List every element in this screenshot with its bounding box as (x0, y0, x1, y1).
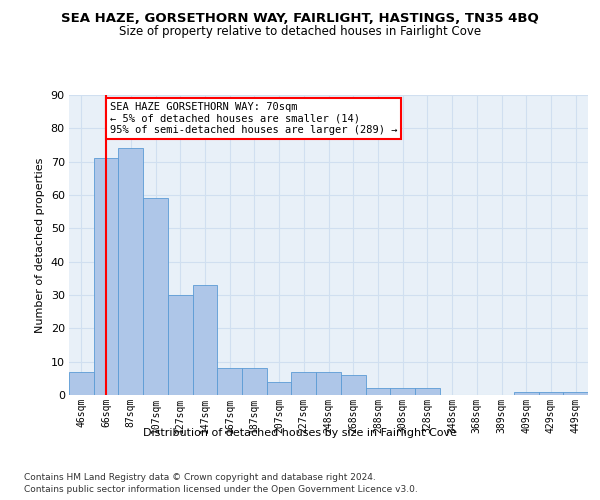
Text: Size of property relative to detached houses in Fairlight Cove: Size of property relative to detached ho… (119, 25, 481, 38)
Bar (539, 392, 563, 395)
Bar (365, 388, 390, 395)
Bar (514, 392, 539, 395)
Text: Contains public sector information licensed under the Open Government Licence v3: Contains public sector information licen… (24, 485, 418, 494)
Bar (415, 388, 440, 395)
Bar (390, 388, 415, 395)
Bar (69, 372, 94, 395)
Bar (193, 285, 217, 395)
Bar (563, 392, 588, 395)
Bar (316, 372, 341, 395)
Text: Contains HM Land Registry data © Crown copyright and database right 2024.: Contains HM Land Registry data © Crown c… (24, 472, 376, 482)
Bar (292, 372, 316, 395)
Bar (143, 198, 168, 395)
Bar (168, 295, 193, 395)
Text: SEA HAZE GORSETHORN WAY: 70sqm
← 5% of detached houses are smaller (14)
95% of s: SEA HAZE GORSETHORN WAY: 70sqm ← 5% of d… (110, 102, 397, 135)
Y-axis label: Number of detached properties: Number of detached properties (35, 158, 45, 332)
Text: Distribution of detached houses by size in Fairlight Cove: Distribution of detached houses by size … (143, 428, 457, 438)
Bar (242, 368, 267, 395)
Bar (267, 382, 292, 395)
Text: SEA HAZE, GORSETHORN WAY, FAIRLIGHT, HASTINGS, TN35 4BQ: SEA HAZE, GORSETHORN WAY, FAIRLIGHT, HAS… (61, 12, 539, 26)
Bar (217, 368, 242, 395)
Bar (94, 158, 118, 395)
Bar (118, 148, 143, 395)
Bar (341, 375, 365, 395)
